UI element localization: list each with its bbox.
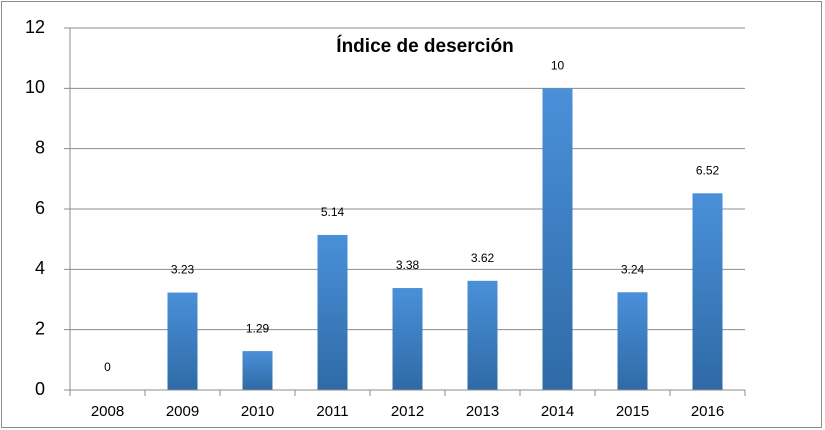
x-tick-label: 2013 <box>466 403 499 420</box>
x-tick-label: 2016 <box>691 403 724 420</box>
y-tick-label: 2 <box>35 318 45 338</box>
x-tick-label: 2014 <box>541 403 574 420</box>
y-tick-label: 4 <box>35 258 45 278</box>
chart-title: Índice de deserción <box>336 35 513 57</box>
data-label: 3.23 <box>171 263 195 277</box>
x-tick-label: 2012 <box>391 403 424 420</box>
x-tick-label: 2009 <box>166 403 199 420</box>
bar <box>392 288 423 390</box>
data-label: 6.52 <box>696 163 720 177</box>
bar <box>317 234 348 390</box>
bar <box>617 292 648 390</box>
bar <box>242 351 273 390</box>
y-tick-label: 6 <box>35 198 45 218</box>
data-label: 3.38 <box>396 258 420 272</box>
bar <box>692 193 723 390</box>
y-tick-label: 12 <box>25 17 45 37</box>
data-label: 0 <box>104 360 111 374</box>
bar <box>467 280 498 390</box>
y-tick-label: 10 <box>25 77 45 97</box>
data-label: 5.14 <box>321 205 345 219</box>
y-tick-label: 0 <box>35 379 45 399</box>
x-tick-label: 2008 <box>91 403 124 420</box>
y-tick-label: 8 <box>35 137 45 157</box>
data-label: 10 <box>551 59 565 73</box>
x-tick-label: 2011 <box>316 403 348 420</box>
x-tick-label: 2015 <box>616 403 649 420</box>
bar <box>542 88 573 390</box>
bar <box>167 292 198 390</box>
data-label: 1.29 <box>246 321 270 335</box>
data-label: 3.24 <box>621 262 645 276</box>
data-label: 3.62 <box>471 251 495 265</box>
x-tick-label: 2010 <box>241 403 274 420</box>
